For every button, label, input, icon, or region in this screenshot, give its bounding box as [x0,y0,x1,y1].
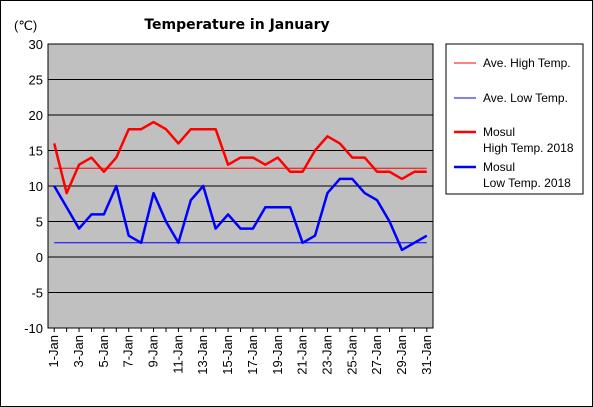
x-tick-label: 1-Jan [46,335,61,368]
x-tick-label: 9-Jan [146,335,161,368]
x-tick-label: 15-Jan [220,335,235,375]
legend-label-3: Low Temp. 2018 [483,176,571,190]
grid-lines [48,79,433,293]
x-axis-ticks: 1-Jan 3-Jan 5-Jan 7-Jan 9-Jan 11-Jan 13-Jan 15-… [46,328,434,375]
y-tick-label: 25 [29,73,43,88]
x-tick-label: 29-Jan [394,335,409,375]
legend: Ave. High Temp. Ave. Low Temp. Mosul High T… [454,56,574,190]
series-line-3 [53,177,428,252]
y-tick-label: 0 [36,250,43,265]
legend-label-2: Mosul [483,125,515,139]
x-tick-label: 23-Jan [319,335,334,375]
y-axis-ticks: 30 25 20 15 10 5 0 -5 -10 [24,37,43,336]
legend-label-1: Ave. Low Temp. [483,91,568,105]
x-tick-label: 11-Jan [170,335,185,374]
y-tick-label: 10 [29,179,43,194]
x-tick-label: 19-Jan [270,335,285,375]
y-tick-label: -5 [31,286,43,301]
x-tick-label: 21-Jan [295,335,310,375]
legend-label-3: Mosul [483,160,515,174]
series-layer [52,120,428,252]
y-tick-label: 20 [29,108,43,123]
legend-label-2: High Temp. 2018 [483,141,574,155]
x-tick-label: 17-Jan [245,335,260,375]
chart-title: Temperature in January [144,17,329,33]
y-unit-label: (℃) [14,18,37,33]
x-tick-label: 5-Jan [96,335,111,368]
x-tick-label: 13-Jan [195,335,210,375]
x-tick-label: 3-Jan [71,335,86,368]
legend-box [445,43,584,195]
y-tick-label: -10 [24,321,43,336]
x-tick-label: 31-Jan [419,335,434,375]
legend-label-0: Ave. High Temp. [483,56,571,70]
x-tick-label: 27-Jan [369,335,384,375]
x-tick-label: 7-Jan [121,335,136,368]
y-tick-label: 15 [29,144,43,159]
series-line-2 [52,120,427,195]
x-tick-label: 25-Jan [344,335,359,375]
y-tick-label: 5 [36,215,43,230]
y-tick-label: 30 [29,37,43,52]
